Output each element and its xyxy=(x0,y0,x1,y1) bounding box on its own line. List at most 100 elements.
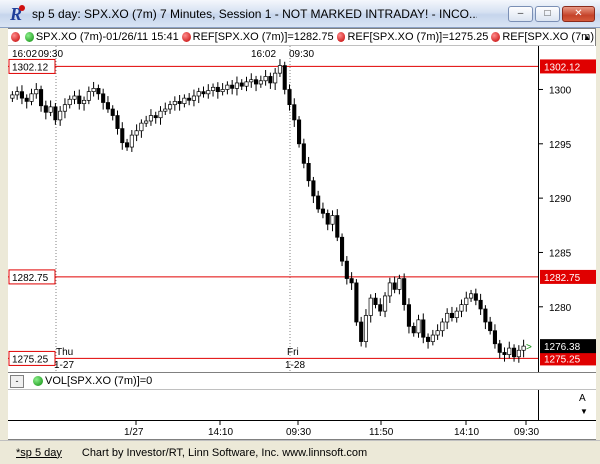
candle-body xyxy=(430,334,435,342)
candle-body xyxy=(363,315,368,342)
scroll-up-icon[interactable]: ▲ xyxy=(583,33,591,42)
close-button[interactable]: ✕ xyxy=(562,6,595,22)
candle-body xyxy=(459,304,464,312)
ref-axis-value-2: 1275.25 xyxy=(544,354,581,365)
legend-ref1[interactable]: REF[SPX.XO (7m)]=1282.75 xyxy=(192,31,334,43)
candle-body xyxy=(191,95,196,101)
time-axis-label: 14:10 xyxy=(454,427,479,438)
ref-line-label-box-1 xyxy=(8,269,56,285)
candle-body xyxy=(392,282,397,290)
candle-body xyxy=(349,278,354,284)
candle-body xyxy=(105,102,110,110)
candle-body xyxy=(469,293,474,299)
ref2-status-icon[interactable] xyxy=(336,32,346,42)
candle-body xyxy=(273,72,278,84)
app-logo-icon: R xyxy=(6,4,26,24)
symbol-color-icon[interactable] xyxy=(24,32,34,42)
top-time-label: 09:30 xyxy=(289,49,314,60)
candle-body xyxy=(24,97,29,102)
candle-body xyxy=(215,86,220,92)
top-time-label: 09:30 xyxy=(38,49,63,60)
candle-body xyxy=(383,295,388,312)
time-axis-label: 09:30 xyxy=(286,427,311,438)
price-chart[interactable]: 16:02 09:30 16:02 09:30 1302.12 1282.75 1275.2… xyxy=(8,46,538,372)
candle-body xyxy=(91,88,96,92)
candle-body xyxy=(53,106,58,121)
status-bar: *sp 5 day Chart by Investor/RT, Linn Sof… xyxy=(0,440,600,464)
candle-body xyxy=(206,90,211,95)
chart-credit: Chart by Investor/RT, Linn Software, Inc… xyxy=(81,446,368,459)
candle-body xyxy=(129,134,134,148)
time-axis-svg: 1/27 14:10 09:30 11:50 14:10 09:30 xyxy=(124,421,539,438)
ref-axis-value-0: 1302.12 xyxy=(544,62,581,73)
ref3-status-icon[interactable] xyxy=(491,32,501,42)
candle-body xyxy=(144,120,149,124)
candle-body xyxy=(244,81,249,87)
candle-body xyxy=(268,76,273,84)
candle-body xyxy=(359,321,364,342)
candle-body xyxy=(77,95,82,104)
day-name-label: Fri xyxy=(287,347,299,358)
candle-body xyxy=(258,80,263,85)
candle-body xyxy=(168,104,173,110)
candle-body xyxy=(225,84,230,90)
candle-body xyxy=(473,293,478,301)
candle-body xyxy=(101,93,106,103)
candle-body xyxy=(311,180,316,197)
ref-axis-tag-0 xyxy=(540,59,596,74)
legend-symbol[interactable]: SPX.XO (7m)-01/26/11 15:41 xyxy=(35,31,179,43)
time-axis-label: 11:50 xyxy=(369,427,394,438)
volume-scroll-down-icon[interactable]: ▼ xyxy=(580,407,588,416)
y-tick-label-1290: 1290 xyxy=(549,194,572,205)
price-axis: 1302.12 1282.75 1275.25 1280 1285 1290 1295 130… xyxy=(538,46,596,372)
chart-tab[interactable]: *sp 5 day xyxy=(16,446,62,459)
candle-body xyxy=(335,215,340,238)
volume-pane[interactable] xyxy=(8,390,538,420)
candle-body xyxy=(325,212,330,225)
candle-body xyxy=(316,195,321,210)
maximize-button[interactable]: □ xyxy=(535,6,560,22)
candle-body xyxy=(287,89,292,106)
candle-body xyxy=(297,119,302,145)
volume-axis-label: A xyxy=(579,393,586,404)
candle-body xyxy=(492,330,497,345)
minimize-button[interactable]: – xyxy=(508,6,533,22)
candle-body xyxy=(263,76,268,82)
volume-collapse-button[interactable]: - xyxy=(10,374,24,388)
ref1-status-icon[interactable] xyxy=(181,32,191,42)
candle-body xyxy=(426,336,431,342)
symbol-status-icon[interactable] xyxy=(11,32,20,42)
candle-body xyxy=(368,297,373,316)
candle-body xyxy=(521,345,526,351)
candle-body xyxy=(378,304,383,312)
title-bar[interactable]: R sp 5 day: SPX.XO (7m) 7 Minutes, Sessi… xyxy=(0,0,600,28)
candle-body xyxy=(483,308,488,323)
candle-body xyxy=(488,321,493,332)
candle-body xyxy=(464,297,469,305)
candle-body xyxy=(211,86,216,91)
volume-color-icon[interactable] xyxy=(33,376,43,386)
candle-body xyxy=(15,91,20,96)
candle-body xyxy=(163,108,168,112)
candle-body xyxy=(58,110,63,121)
candle-body xyxy=(39,89,44,107)
volume-label[interactable]: VOL[SPX.XO (7m)]=0 xyxy=(45,375,153,387)
candle-body xyxy=(134,130,139,136)
candle-body xyxy=(96,88,101,95)
candle-body xyxy=(277,65,282,74)
candle-body xyxy=(387,282,392,297)
candle-body xyxy=(411,326,416,334)
candle-body xyxy=(125,142,130,148)
legend-ref2[interactable]: REF[SPX.XO (7m)]=1275.25 xyxy=(347,31,489,43)
window-title: sp 5 day: SPX.XO (7m) 7 Minutes, Session… xyxy=(32,6,477,21)
legend-ref3[interactable]: REF[SPX.XO (7m) xyxy=(502,31,594,43)
candle-body xyxy=(48,106,53,113)
candle-body xyxy=(115,115,120,129)
ref-line-label-2: 1275.25 xyxy=(12,354,49,365)
top-time-label: 16:02 xyxy=(12,49,37,60)
top-time-label: 16:02 xyxy=(251,49,276,60)
candle-body xyxy=(402,278,407,305)
candle-body xyxy=(62,104,67,112)
day-name-label: Thu xyxy=(56,347,73,358)
candle-body xyxy=(306,163,311,182)
